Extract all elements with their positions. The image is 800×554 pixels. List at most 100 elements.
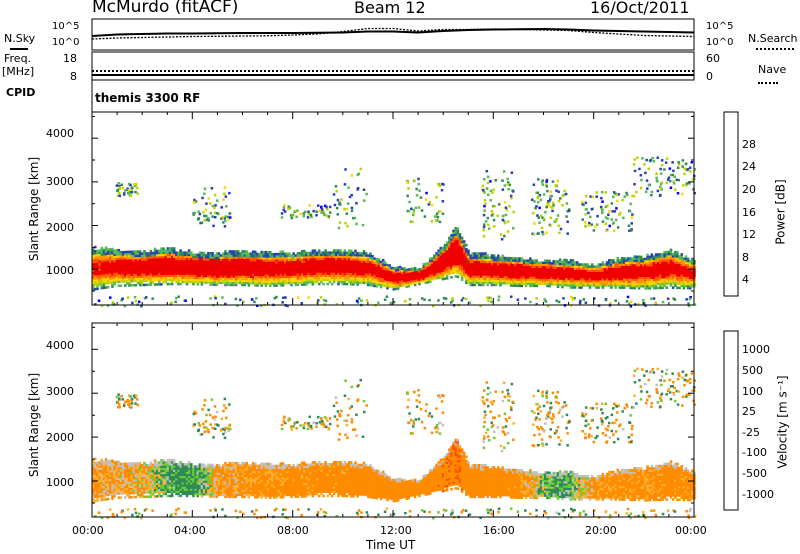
power-scatter	[174, 300, 177, 304]
power-cell	[121, 269, 125, 273]
power-cell	[514, 276, 517, 279]
power-cell	[578, 275, 581, 279]
power-cell	[454, 271, 457, 274]
power-cell	[367, 264, 370, 268]
power-cell	[473, 279, 477, 282]
power-cell	[262, 261, 266, 264]
power-cell	[639, 276, 643, 280]
power-cell	[492, 275, 496, 278]
power-cell	[531, 261, 534, 264]
power-cell	[501, 275, 504, 279]
power-cell	[124, 259, 127, 262]
power-cell	[546, 282, 549, 286]
power-cell	[279, 263, 283, 266]
xtick-1200: 12:00	[380, 524, 412, 537]
power-cell	[674, 263, 677, 266]
power-cell	[392, 281, 396, 285]
power-cell	[275, 259, 278, 262]
power-cell	[373, 280, 376, 283]
power-cell	[273, 255, 276, 258]
power-cell	[243, 264, 246, 268]
power-cell	[477, 258, 481, 261]
power-cell	[520, 265, 523, 269]
power-cell	[648, 282, 651, 286]
power-scatter	[228, 191, 231, 195]
power-cell	[473, 262, 477, 266]
power-cell	[386, 268, 389, 271]
power-cell	[128, 282, 131, 285]
power-cell	[98, 253, 101, 257]
power-cell	[635, 282, 639, 286]
power-cell	[296, 277, 300, 280]
power-cell	[256, 280, 259, 283]
power-cell	[360, 268, 364, 272]
power-cell	[399, 274, 402, 277]
power-cell	[644, 259, 647, 263]
power-scatter	[207, 219, 210, 222]
power-cell	[330, 270, 334, 273]
power-cell	[335, 261, 338, 265]
power-cell	[205, 253, 208, 257]
power-cell	[98, 278, 101, 282]
power-cell	[241, 283, 244, 287]
power-scatter	[210, 187, 214, 190]
power-cell	[341, 259, 344, 263]
power-cell	[100, 253, 103, 256]
power-scatter	[338, 202, 341, 206]
power-scatter	[655, 176, 658, 180]
power-cell	[620, 273, 624, 277]
power-cell	[486, 277, 489, 280]
power-cell	[328, 259, 332, 263]
power-cell	[286, 277, 289, 281]
power-cell	[215, 283, 219, 287]
power-cell	[266, 259, 270, 262]
power-cell	[392, 271, 396, 274]
power-cell	[190, 255, 193, 259]
power-scatter	[691, 178, 694, 181]
power-cell	[226, 266, 229, 270]
power-cell	[678, 255, 681, 258]
power-cell	[456, 252, 460, 255]
power-cell	[322, 276, 325, 279]
power-cell	[648, 264, 651, 267]
power-cell	[437, 262, 440, 265]
power-cell	[454, 252, 457, 255]
power-cell	[185, 251, 189, 254]
power-cell	[354, 264, 357, 267]
power-cell	[422, 267, 425, 270]
power-cell	[320, 268, 323, 271]
power-cell	[554, 262, 558, 265]
power-cell	[320, 278, 323, 282]
power-cell	[311, 268, 315, 271]
power-cell	[160, 251, 163, 255]
power-cell	[303, 266, 306, 270]
power-cell	[505, 269, 509, 272]
power-cell	[486, 273, 489, 276]
power-cell	[164, 255, 167, 259]
power-cell	[209, 258, 212, 261]
power-cell	[682, 272, 686, 275]
power-cell	[431, 278, 434, 281]
power-cell	[147, 283, 150, 286]
power-cell	[258, 267, 261, 270]
power-cell	[286, 271, 289, 274]
power-cell	[143, 260, 146, 264]
power-cell	[153, 256, 157, 259]
power-scatter	[353, 216, 357, 220]
power-cell	[158, 258, 161, 261]
power-cell	[669, 273, 673, 277]
power-cell	[264, 259, 268, 262]
power-cell	[247, 273, 251, 276]
power-cell	[529, 280, 532, 283]
power-cell	[183, 270, 187, 273]
power-cell	[445, 251, 449, 255]
power-cell	[128, 252, 131, 256]
power-cell	[614, 280, 617, 283]
power-scatter	[570, 304, 573, 307]
power-cell	[452, 254, 455, 258]
power-cell	[190, 276, 193, 279]
power-cell	[612, 259, 615, 262]
power-cell	[126, 271, 129, 275]
power-cell	[196, 253, 199, 257]
power-cell	[507, 265, 511, 268]
